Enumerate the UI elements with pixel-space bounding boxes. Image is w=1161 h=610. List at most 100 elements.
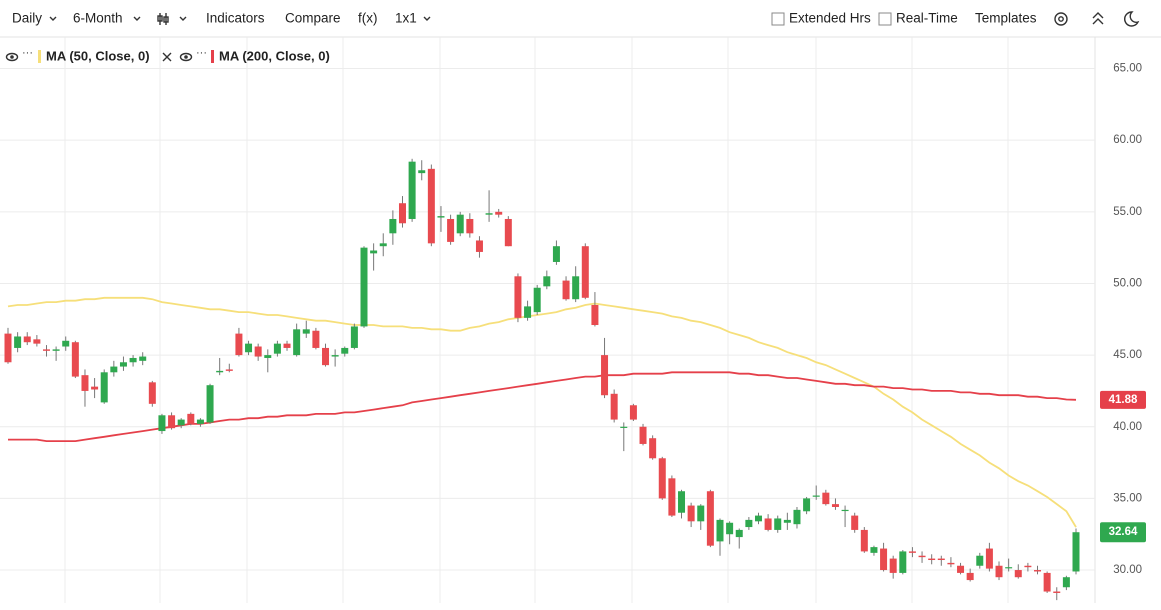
- fx-button[interactable]: f(x): [358, 11, 378, 26]
- extended-hours-label[interactable]: Extended Hrs: [789, 11, 871, 26]
- y-tick-label: 35.00: [1113, 492, 1142, 504]
- theme-icon[interactable]: [1124, 11, 1140, 27]
- candle-body: [735, 529, 743, 538]
- candle-body: [42, 349, 50, 351]
- legend: ··· MA (50, Close, 0) ··· MA (200, Close…: [5, 47, 330, 63]
- candle-body: [1034, 570, 1042, 572]
- candle-body: [591, 304, 599, 326]
- y-tick-label: 55.00: [1113, 206, 1142, 218]
- collapse-icon[interactable]: [1092, 12, 1104, 25]
- eye-icon[interactable]: [5, 52, 19, 62]
- candle-body: [119, 362, 127, 367]
- candle-body: [783, 519, 791, 523]
- candle-body: [774, 518, 782, 530]
- candle-body: [687, 505, 695, 522]
- compare-button[interactable]: Compare: [285, 11, 341, 26]
- legend-swatch: [211, 50, 214, 63]
- y-tick-label: 30.00: [1113, 564, 1142, 576]
- candle-body: [23, 336, 31, 343]
- candle-body: [283, 343, 291, 348]
- candle-body: [273, 343, 281, 354]
- candle-body: [379, 243, 387, 247]
- y-tick-label: 45.00: [1113, 349, 1142, 361]
- layout-button[interactable]: 1x1: [395, 11, 417, 26]
- candle-body: [1024, 565, 1032, 568]
- legend-entry: MA (200, Close, 0): [219, 48, 330, 63]
- y-tick-label: 65.00: [1113, 63, 1142, 75]
- candle-body: [860, 529, 868, 552]
- candle-body: [533, 287, 541, 313]
- last-value-badge: [1100, 390, 1146, 409]
- candle-body: [793, 509, 801, 525]
- candle-body: [225, 369, 233, 371]
- checkbox[interactable]: [771, 12, 785, 26]
- candle-body: [485, 213, 493, 215]
- legend-entry: MA (50, Close, 0): [46, 48, 150, 63]
- toolbar: [0, 0, 1161, 37]
- candle-body: [437, 216, 445, 218]
- candle-body: [658, 458, 666, 499]
- candle-body: [139, 356, 147, 361]
- candle-body: [552, 246, 560, 262]
- candle-body: [803, 498, 811, 512]
- candle-body: [254, 346, 262, 357]
- candle-body: [196, 419, 204, 424]
- interval-button[interactable]: Daily: [12, 11, 42, 26]
- settings-icon[interactable]: [1054, 12, 1068, 26]
- candle-body: [610, 393, 618, 420]
- candle-body: [601, 355, 609, 396]
- candle-body: [100, 372, 108, 403]
- candle-body: [110, 366, 118, 373]
- candle-body: [1014, 570, 1022, 578]
- candle-body: [899, 551, 907, 573]
- candle-body: [206, 385, 214, 423]
- candle-body: [841, 509, 849, 512]
- checkbox[interactable]: [878, 12, 892, 26]
- legend-swatch: [38, 50, 41, 63]
- candle-body: [129, 357, 137, 363]
- candle-body: [293, 329, 301, 356]
- time-grid: [64, 37, 1009, 603]
- close-icon[interactable]: [162, 52, 172, 62]
- candle-body: [389, 218, 397, 234]
- candle-body: [870, 547, 878, 553]
- period-button[interactable]: 6-Month: [73, 11, 123, 26]
- last-price-badge: [1100, 522, 1146, 543]
- candle-body: [370, 250, 378, 254]
- last-value-label: 41.88: [1109, 394, 1138, 406]
- menu-dots[interactable]: ···: [22, 47, 33, 59]
- candle-body: [697, 505, 705, 522]
- candle-body: [1072, 532, 1080, 572]
- moving-average-line: [8, 371, 1077, 442]
- candle-body: [985, 548, 993, 569]
- candle-body: [649, 438, 657, 459]
- real-time-label[interactable]: Real-Time: [896, 11, 958, 26]
- candle-body: [822, 492, 830, 505]
- candle-body: [639, 426, 647, 444]
- candle-body: [880, 548, 888, 571]
- chart-type-icon[interactable]: [157, 13, 169, 25]
- candle-body: [678, 491, 686, 513]
- candle-body: [302, 329, 310, 334]
- chevron: [179, 16, 187, 21]
- eye-icon[interactable]: [179, 52, 193, 62]
- indicators-button[interactable]: Indicators: [206, 11, 265, 26]
- candle-body: [937, 558, 945, 561]
- candle-body: [716, 519, 724, 542]
- menu-dots[interactable]: ···: [196, 47, 207, 59]
- templates-button[interactable]: Templates: [975, 11, 1037, 26]
- candle-body: [312, 330, 320, 348]
- candle-body: [629, 405, 637, 420]
- candle-body: [957, 565, 965, 573]
- candle-body: [350, 326, 358, 348]
- candle-body: [331, 355, 339, 357]
- candle-body: [918, 555, 926, 558]
- candle-body: [976, 555, 984, 566]
- candle-body: [466, 218, 474, 234]
- candle-body: [91, 386, 99, 390]
- candle-body: [4, 333, 12, 363]
- moving-average-line: [7, 296, 1077, 528]
- candle-body: [504, 218, 512, 247]
- candle-body: [418, 170, 426, 174]
- candle-body: [726, 522, 734, 535]
